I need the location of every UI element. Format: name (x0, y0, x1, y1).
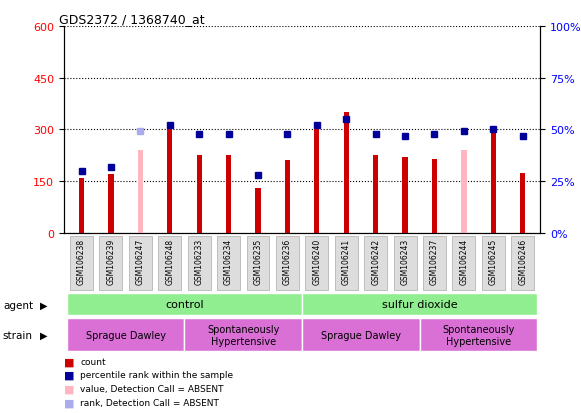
Text: Spontaneously
Hypertensive: Spontaneously Hypertensive (442, 324, 515, 346)
FancyBboxPatch shape (158, 237, 181, 290)
FancyBboxPatch shape (67, 319, 185, 351)
FancyBboxPatch shape (99, 237, 123, 290)
Text: GSM106237: GSM106237 (430, 238, 439, 284)
FancyBboxPatch shape (67, 294, 302, 316)
Text: Sprague Dawley: Sprague Dawley (321, 330, 401, 340)
FancyBboxPatch shape (393, 237, 417, 290)
Text: count: count (80, 357, 106, 366)
Bar (138, 151, 143, 233)
Text: GSM106242: GSM106242 (371, 238, 380, 284)
Text: ▶: ▶ (40, 330, 47, 340)
Bar (285, 161, 290, 233)
Text: GSM106248: GSM106248 (165, 238, 174, 284)
Bar (226, 156, 231, 233)
Text: sulfur dioxide: sulfur dioxide (382, 299, 458, 310)
Text: GSM106246: GSM106246 (518, 238, 527, 284)
Bar (314, 128, 320, 233)
Text: ▶: ▶ (40, 300, 47, 310)
Text: GSM106244: GSM106244 (460, 238, 468, 284)
Text: GSM106234: GSM106234 (224, 238, 233, 284)
Text: GSM106247: GSM106247 (136, 238, 145, 284)
FancyBboxPatch shape (302, 294, 537, 316)
Bar (490, 130, 496, 233)
Text: rank, Detection Call = ABSENT: rank, Detection Call = ABSENT (80, 398, 219, 407)
Bar (461, 151, 467, 233)
Text: percentile rank within the sample: percentile rank within the sample (80, 370, 234, 380)
Text: GSM106238: GSM106238 (77, 238, 86, 284)
FancyBboxPatch shape (511, 237, 534, 290)
FancyBboxPatch shape (453, 237, 475, 290)
FancyBboxPatch shape (306, 237, 328, 290)
Bar (403, 158, 408, 233)
FancyBboxPatch shape (188, 237, 211, 290)
Bar (256, 189, 261, 233)
FancyBboxPatch shape (276, 237, 299, 290)
Text: ■: ■ (64, 384, 74, 394)
Bar (373, 156, 378, 233)
FancyBboxPatch shape (482, 237, 505, 290)
Bar (79, 178, 84, 233)
Text: agent: agent (3, 300, 33, 310)
Text: strain: strain (3, 330, 33, 340)
Text: ■: ■ (64, 370, 74, 380)
FancyBboxPatch shape (246, 237, 270, 290)
Text: value, Detection Call = ABSENT: value, Detection Call = ABSENT (80, 384, 224, 393)
Text: GSM106243: GSM106243 (400, 238, 410, 284)
Text: GSM106236: GSM106236 (283, 238, 292, 284)
FancyBboxPatch shape (302, 319, 419, 351)
Text: ■: ■ (64, 397, 74, 407)
Bar (520, 173, 525, 233)
FancyBboxPatch shape (129, 237, 152, 290)
Bar (167, 127, 173, 233)
FancyBboxPatch shape (70, 237, 93, 290)
FancyBboxPatch shape (335, 237, 358, 290)
Text: Spontaneously
Hypertensive: Spontaneously Hypertensive (207, 324, 279, 346)
FancyBboxPatch shape (423, 237, 446, 290)
FancyBboxPatch shape (419, 319, 537, 351)
Text: GSM106235: GSM106235 (253, 238, 263, 284)
Text: GDS2372 / 1368740_at: GDS2372 / 1368740_at (59, 13, 205, 26)
Bar (108, 175, 114, 233)
Text: Sprague Dawley: Sprague Dawley (85, 330, 166, 340)
Bar (432, 159, 437, 233)
FancyBboxPatch shape (364, 237, 387, 290)
Text: GSM106233: GSM106233 (195, 238, 204, 284)
Text: GSM106240: GSM106240 (313, 238, 321, 284)
Text: control: control (165, 299, 204, 310)
FancyBboxPatch shape (185, 319, 302, 351)
Text: GSM106239: GSM106239 (106, 238, 116, 284)
Bar (196, 156, 202, 233)
Bar (343, 113, 349, 233)
FancyBboxPatch shape (217, 237, 240, 290)
Text: ■: ■ (64, 356, 74, 366)
Text: GSM106241: GSM106241 (342, 238, 351, 284)
Text: GSM106245: GSM106245 (489, 238, 498, 284)
